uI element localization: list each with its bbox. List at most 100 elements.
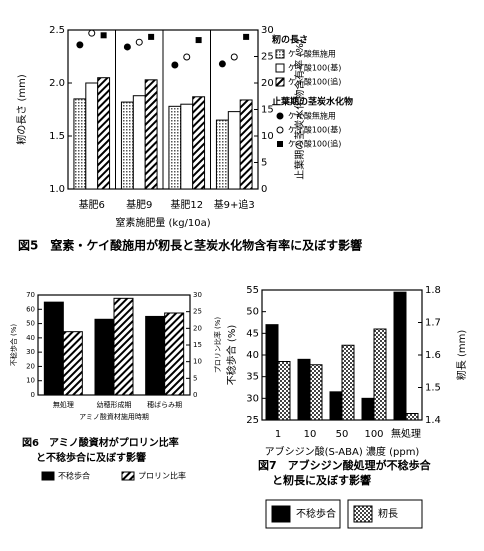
tick-label: 0 [261,184,267,195]
tick-label: 1.4 [425,415,441,426]
x-tick-label: 50 [336,429,349,440]
x-axis-label: アミノ酸資材施用時期 [79,412,149,421]
bar [132,95,146,190]
bar [373,328,387,421]
y-axis-label: 不稔歩合 (%) [9,324,18,367]
x-tick-label: 基9+追3 [214,198,255,211]
tick-label: 10 [193,358,202,366]
bar [94,318,115,396]
bar [329,391,343,421]
point [76,41,84,49]
y-axis-label: 不稔歩合 (%) [225,325,238,386]
legend-header: 籾の長さ [272,34,308,46]
bar [168,105,182,190]
legend-swatch [41,471,55,481]
legend-label: 不稔歩合 [58,471,90,481]
tick-label: 20 [193,324,202,332]
bar [309,364,323,421]
y2-axis-label: プロリン比率 (%) [213,317,222,374]
bar [361,397,375,421]
x-tick-label: 無処理 [391,427,421,440]
bar [145,315,166,396]
bar [144,79,158,190]
tick-label: 55 [246,285,259,296]
tick-label: 2.0 [49,78,65,89]
bar [113,297,134,396]
bar [192,96,206,190]
legend-swatch [275,63,285,73]
tick-label: 50 [246,307,259,318]
bar [227,111,241,190]
tick-label: 1.8 [425,285,441,296]
point [183,53,191,61]
legend-marker [276,112,284,120]
tick-label: 30 [246,393,259,404]
tick-label: 20 [261,78,274,89]
bar [164,312,185,396]
point [135,38,143,46]
bar [73,98,87,190]
bar [277,361,291,421]
legend-label: ケイ酸100(追) [288,77,341,87]
chart-title: 図6 アミノ酸資材がプロリン比率 [22,436,179,449]
legend-swatch [275,49,285,59]
y2-axis-label: 止葉期の茎炭水化物含有率 (%) [293,39,306,180]
point [218,60,226,68]
x-tick-label: 1 [275,429,281,440]
x-tick-label: 幼穂形成期 [97,400,132,409]
tick-label: 40 [26,334,35,342]
legend-label: プロリン比率 [138,471,186,481]
tick-label: 45 [246,328,259,339]
bar [43,301,64,396]
bar [215,119,229,190]
point [171,61,179,69]
point [230,53,238,61]
bar [265,324,279,421]
legend-swatch [275,77,285,87]
tick-label: 15 [261,105,274,116]
point [88,29,96,37]
legend-label: ケイ酸無施用 [288,111,336,121]
tick-label: 30 [26,348,35,356]
x-axis-label: アブシジン酸(S-ABA) 濃度 (ppm) [265,445,420,458]
chart-title: と不稔歩合に及ぼす影響 [36,451,146,464]
legend-swatch [271,505,291,523]
bar [62,331,83,396]
legend-label: ケイ酸無施用 [288,49,336,59]
tick-label: 70 [26,291,35,299]
tick-label: 15 [193,341,202,349]
tick-label: 5 [261,158,267,169]
chart-title: 図7 アブシジン酸処理が不稔歩合 [258,458,432,472]
x-tick-label: 基肥6 [79,198,105,211]
legend-header: 止葉期の茎炭水化物 [272,96,353,108]
tick-label: 2.5 [49,25,65,36]
x-axis-label: 窒素施肥量 (kg/10a) [115,216,210,229]
point [123,43,131,51]
x-tick-label: 穂ばらみ期 [147,400,182,409]
bar [297,358,311,421]
point [100,32,107,39]
bar [180,103,194,190]
x-tick-label: 10 [304,429,317,440]
tick-label: 5 [193,374,197,382]
bar [239,99,253,190]
tick-label: 10 [26,377,35,385]
tick-label: 1.5 [425,383,441,394]
bar [120,101,134,190]
legend-swatch [353,505,373,523]
bar [405,413,419,421]
tick-label: 20 [26,362,35,370]
tick-label: 30 [261,25,274,36]
y-axis-label: 籾の長さ (mm) [16,74,28,145]
bar [393,291,407,421]
tick-label: 25 [261,52,274,63]
chart-title: 図5 窒素・ケイ酸施用が籾長と茎炭水化物含有率に及ぼす影響 [18,238,362,253]
chart-title: と籾長に及ぼす影響 [272,473,371,487]
x-tick-label: 基肥12 [170,198,203,211]
x-tick-label: 無処理 [53,400,74,409]
tick-label: 1.7 [425,318,441,329]
legend-marker [276,126,284,134]
tick-label: 1.6 [425,350,441,361]
legend-label: 籾長 [378,508,398,520]
